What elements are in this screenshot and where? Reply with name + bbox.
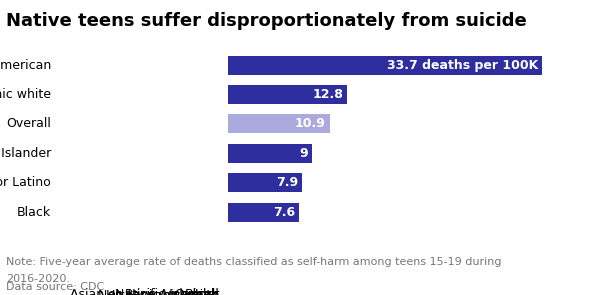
- Bar: [228, 114, 329, 134]
- Text: Non-Hispanic white: Non-Hispanic white: [98, 289, 219, 295]
- Text: Hispanic or Latino: Hispanic or Latino: [106, 289, 219, 295]
- Text: Data source: CDC: Data source: CDC: [6, 282, 104, 292]
- Bar: [228, 203, 299, 222]
- Text: Native teens suffer disproportionately from suicide: Native teens suffer disproportionately f…: [6, 12, 527, 30]
- Text: Non-Hispanic white: Non-Hispanic white: [0, 88, 51, 101]
- Text: 7.9: 7.9: [276, 176, 298, 189]
- Text: Asian or Pacific Islander: Asian or Pacific Islander: [70, 289, 219, 295]
- Text: 10.9: 10.9: [295, 117, 326, 130]
- Bar: [228, 85, 347, 104]
- Text: Asian or Pacific Islander: Asian or Pacific Islander: [0, 147, 51, 160]
- Text: Overall: Overall: [174, 289, 219, 295]
- Bar: [228, 144, 312, 163]
- Text: 12.8: 12.8: [313, 88, 344, 101]
- Text: Hispanic or Latino: Hispanic or Latino: [0, 176, 51, 189]
- Bar: [228, 173, 302, 192]
- Text: Black: Black: [185, 289, 219, 295]
- Text: 9: 9: [299, 147, 308, 160]
- Text: Note: Five-year average rate of deaths classified as self-harm among teens 15-19: Note: Five-year average rate of deaths c…: [6, 257, 502, 267]
- Text: Native American: Native American: [115, 289, 219, 295]
- Text: Black: Black: [17, 206, 51, 219]
- Text: Native American: Native American: [0, 59, 51, 72]
- Text: 7.6: 7.6: [273, 206, 295, 219]
- Text: 33.7 deaths per 100K: 33.7 deaths per 100K: [387, 59, 538, 72]
- Bar: [228, 55, 542, 75]
- Text: 2016-2020.: 2016-2020.: [6, 274, 70, 284]
- Text: Overall: Overall: [6, 117, 51, 130]
